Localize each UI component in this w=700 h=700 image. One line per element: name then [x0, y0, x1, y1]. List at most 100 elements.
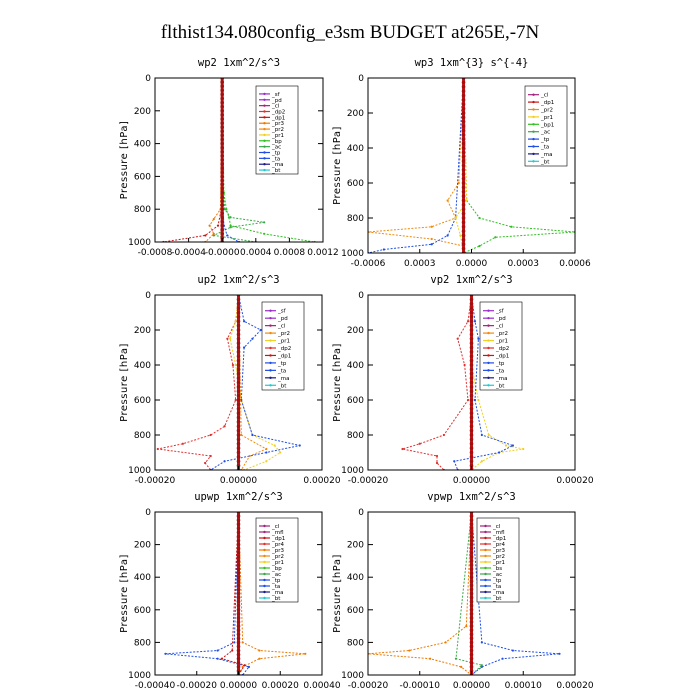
- y-tick-label: 400: [134, 140, 151, 150]
- series-point-dp2: [204, 461, 207, 465]
- zero-line-marker: [469, 620, 474, 624]
- y-tick-label: 0: [145, 291, 151, 301]
- legend-label: _pr2: [277, 331, 290, 337]
- y-tick-label: 600: [347, 396, 364, 406]
- zero-line-marker: [236, 380, 241, 385]
- series-point-bp1: [478, 244, 481, 248]
- series-point-tp: [446, 234, 449, 237]
- zero-line-marker: [461, 98, 466, 102]
- series-line-tp: [210, 295, 300, 470]
- x-tick-label: 0.0003: [404, 259, 436, 269]
- zero-line-marker: [469, 567, 474, 571]
- legend-label: _bs: [492, 566, 502, 572]
- series-point-tp: [473, 398, 477, 402]
- zero-line-marker: [220, 104, 224, 109]
- zero-line-marker: [469, 371, 474, 376]
- x-tick-label: 0.00020: [556, 476, 593, 486]
- series-line-pr1: [229, 295, 282, 470]
- legend-marker: [269, 376, 272, 380]
- legend-label: _pr1: [492, 560, 505, 566]
- legend-label: _bt: [277, 383, 287, 389]
- zero-line-marker: [236, 393, 241, 398]
- zero-line-marker: [469, 555, 474, 559]
- series-point-tp: [247, 665, 251, 668]
- zero-line-marker: [236, 567, 241, 571]
- zero-line-marker: [236, 301, 241, 306]
- y-tick-label: 800: [134, 205, 151, 215]
- legend-label: _tp: [540, 137, 550, 143]
- legend-marker: [532, 100, 535, 104]
- zero-line-marker: [236, 437, 241, 442]
- zero-line-marker: [469, 441, 474, 446]
- zero-line-marker: [461, 229, 466, 233]
- series-point-ac: [480, 664, 483, 667]
- zero-line-marker: [220, 154, 224, 158]
- legend-marker: [532, 93, 535, 96]
- series-point-pr1: [273, 444, 276, 447]
- zero-line-marker: [236, 595, 241, 600]
- zero-line-marker: [236, 640, 241, 645]
- legend-label: _cl: [277, 324, 286, 330]
- x-tick-label: 0.00040: [303, 681, 340, 691]
- y-axis-label: Pressure [hPa]: [332, 343, 343, 422]
- series-point-pr2: [446, 199, 449, 202]
- zero-line-marker: [469, 328, 474, 332]
- zero-line-marker: [236, 628, 241, 632]
- series-point-pr3: [212, 232, 215, 235]
- zero-line-marker: [469, 380, 474, 385]
- legend-marker: [532, 152, 535, 156]
- zero-line-marker: [469, 660, 474, 665]
- zero-line-marker: [220, 178, 224, 183]
- legend-marker: [269, 354, 272, 357]
- legend-label: _bt: [492, 596, 502, 602]
- zero-line-marker: [469, 424, 474, 429]
- zero-line-marker: [236, 587, 241, 592]
- legend-marker: [484, 596, 487, 600]
- legend-marker: [532, 123, 535, 126]
- legend-label: _pr4: [492, 542, 506, 548]
- x-tick-label: -0.0008: [138, 248, 173, 258]
- legend-label: _pr2: [492, 554, 505, 560]
- zero-line-marker: [220, 141, 224, 146]
- series-point-dp2: [401, 447, 404, 451]
- zero-line-marker: [236, 411, 241, 415]
- series-point-tp: [259, 328, 262, 332]
- series-line-pr3: [368, 512, 472, 675]
- legend-label: _sf: [277, 309, 287, 315]
- legend-label: _bp: [271, 566, 282, 572]
- zero-line-marker: [469, 420, 474, 424]
- series-point-pr1: [234, 363, 237, 367]
- panel-2: wp3 1xm^{3} s^{-4} 0 200 400 600 800 1000 Press…: [332, 57, 591, 269]
- y-tick-label: 1000: [128, 466, 151, 476]
- series-group: [162, 78, 316, 242]
- legend-label: _pr1: [271, 133, 284, 139]
- zero-line-marker: [220, 109, 224, 113]
- x-tick-label: 0.00020: [556, 681, 593, 691]
- zero-line-marker: [236, 336, 241, 341]
- zero-line-marker: [220, 137, 224, 142]
- legend-marker: [487, 316, 490, 320]
- zero-line-marker: [220, 182, 224, 187]
- series-point-pr3: [212, 217, 215, 221]
- legend-label: _cl: [495, 324, 504, 330]
- series-point-pr3: [258, 657, 261, 660]
- zero-line-marker: [236, 332, 241, 337]
- zero-line-marker: [236, 612, 241, 616]
- series-point-dp2: [466, 398, 470, 402]
- zero-line-marker: [469, 636, 474, 641]
- series-point-pr3: [444, 641, 447, 644]
- legend-label: _ta: [271, 584, 280, 590]
- zero-line-marker: [220, 158, 224, 162]
- series-point-pr3: [258, 649, 261, 652]
- x-tick-label: 0.0000: [456, 259, 488, 269]
- y-tick-label: 400: [347, 144, 364, 154]
- zero-line-marker: [469, 518, 474, 522]
- legend-label: _pd: [271, 98, 282, 104]
- y-tick-label: 0: [358, 291, 364, 301]
- y-axis-label: Pressure [hPa]: [332, 554, 343, 633]
- zero-line-marker: [469, 579, 474, 584]
- legend-label: _dp1: [492, 536, 506, 542]
- legend-marker: [484, 548, 487, 552]
- zero-line-marker: [469, 563, 474, 567]
- legend-label: _pr1: [540, 115, 553, 121]
